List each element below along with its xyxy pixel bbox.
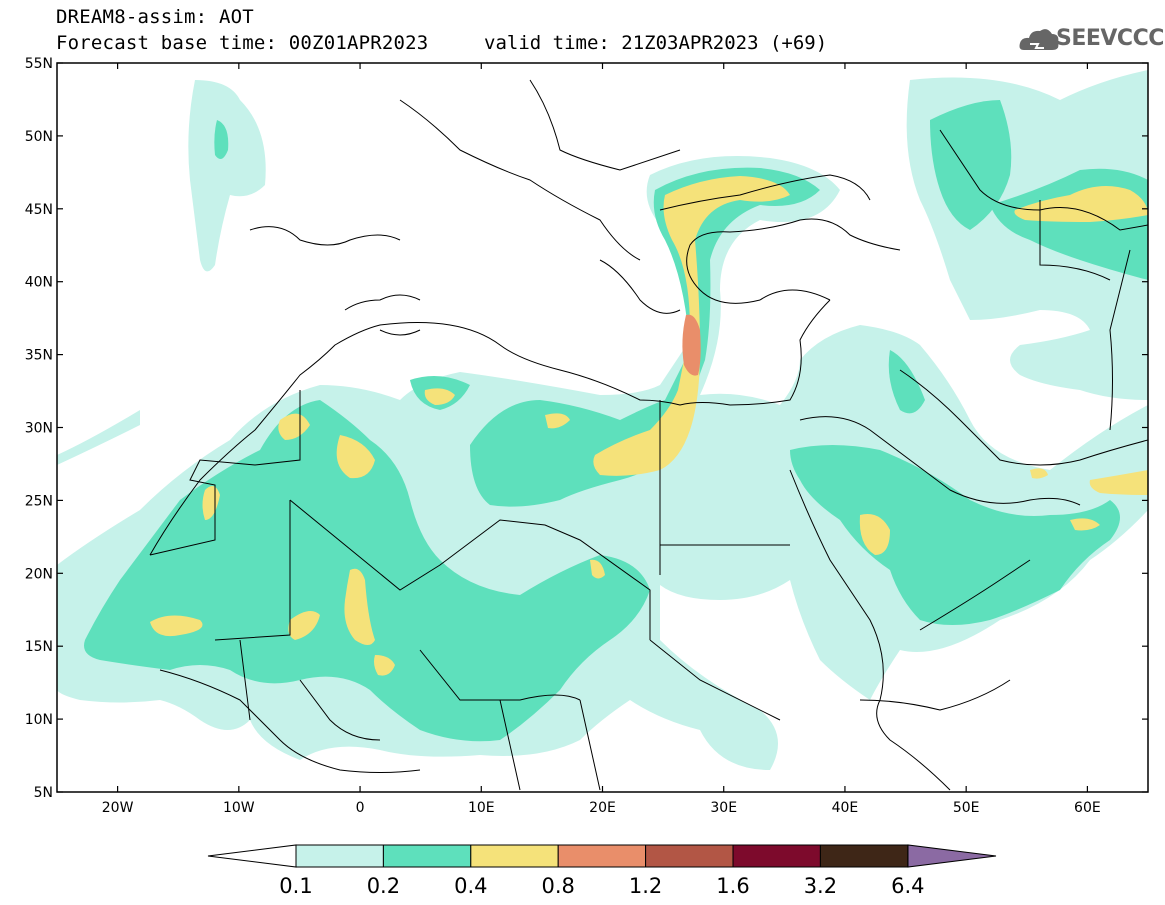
- country-borders: [149, 79, 1148, 791]
- lat-tick-label: 40N: [25, 275, 53, 291]
- colorbar-box: [382, 844, 472, 868]
- lat-tick-label: 55N: [25, 56, 53, 72]
- lon-tick-label: 20W: [102, 800, 134, 816]
- aot-fields: [57, 70, 1148, 770]
- lon-tick-label: 0: [356, 800, 365, 816]
- lon-tick-label: 20E: [589, 800, 616, 816]
- colorbar-label: 0.8: [541, 874, 574, 898]
- lat-tick-label: 50N: [25, 129, 53, 145]
- colorbar-label: 1.6: [716, 874, 749, 898]
- colorbar-label: 3.2: [804, 874, 837, 898]
- aot-level-0.8: [682, 314, 701, 376]
- colorbar-label: 0.1: [279, 874, 312, 898]
- lat-tick-label: 15N: [25, 639, 53, 655]
- colorbar-high-extend: [907, 844, 997, 868]
- lon-tick-label: 60E: [1074, 800, 1101, 816]
- lat-tick-label: 45N: [25, 202, 53, 218]
- lon-tick-label: 10E: [468, 800, 495, 816]
- forecast-base-time: Forecast base time: 00Z01APR2023: [56, 32, 429, 54]
- lat-tick-label: 10N: [25, 712, 53, 728]
- colorbar-label: 6.4: [891, 874, 924, 898]
- logo-text: SEEVCCC: [1056, 26, 1164, 51]
- colorbar-box: [645, 844, 734, 868]
- colorbar-box: [295, 844, 384, 868]
- colorbar-box: [819, 844, 909, 868]
- colorbar-label: 0.4: [454, 874, 487, 898]
- lon-tick-label: 30E: [710, 800, 737, 816]
- lat-tick-label: 20N: [25, 566, 53, 582]
- colorbar-box: [557, 844, 647, 868]
- colorbar-label: 0.2: [367, 874, 400, 898]
- cloud-icon: [1019, 29, 1059, 50]
- colorbar-box: [732, 844, 821, 868]
- lat-tick-label: 35N: [25, 348, 53, 364]
- lat-tick-label: 30N: [25, 421, 53, 437]
- colorbar: 0.1 0.2 0.4 0.8 1.2 1.6 3.2 6.4: [207, 844, 997, 898]
- colorbar-box: [470, 844, 559, 868]
- lon-tick-label: 50E: [953, 800, 980, 816]
- valid-time: valid time: 21Z03APR2023 (+69): [484, 32, 828, 54]
- colorbar-label: 1.2: [629, 874, 662, 898]
- colorbar-low-extend: [207, 844, 297, 868]
- lat-tick-label: 5N: [34, 785, 53, 801]
- lat-tick-label: 25N: [25, 493, 53, 509]
- lon-tick-label: 40E: [832, 800, 859, 816]
- map-title: DREAM8-assim: AOT: [56, 6, 254, 28]
- lon-tick-label: 10W: [223, 800, 255, 816]
